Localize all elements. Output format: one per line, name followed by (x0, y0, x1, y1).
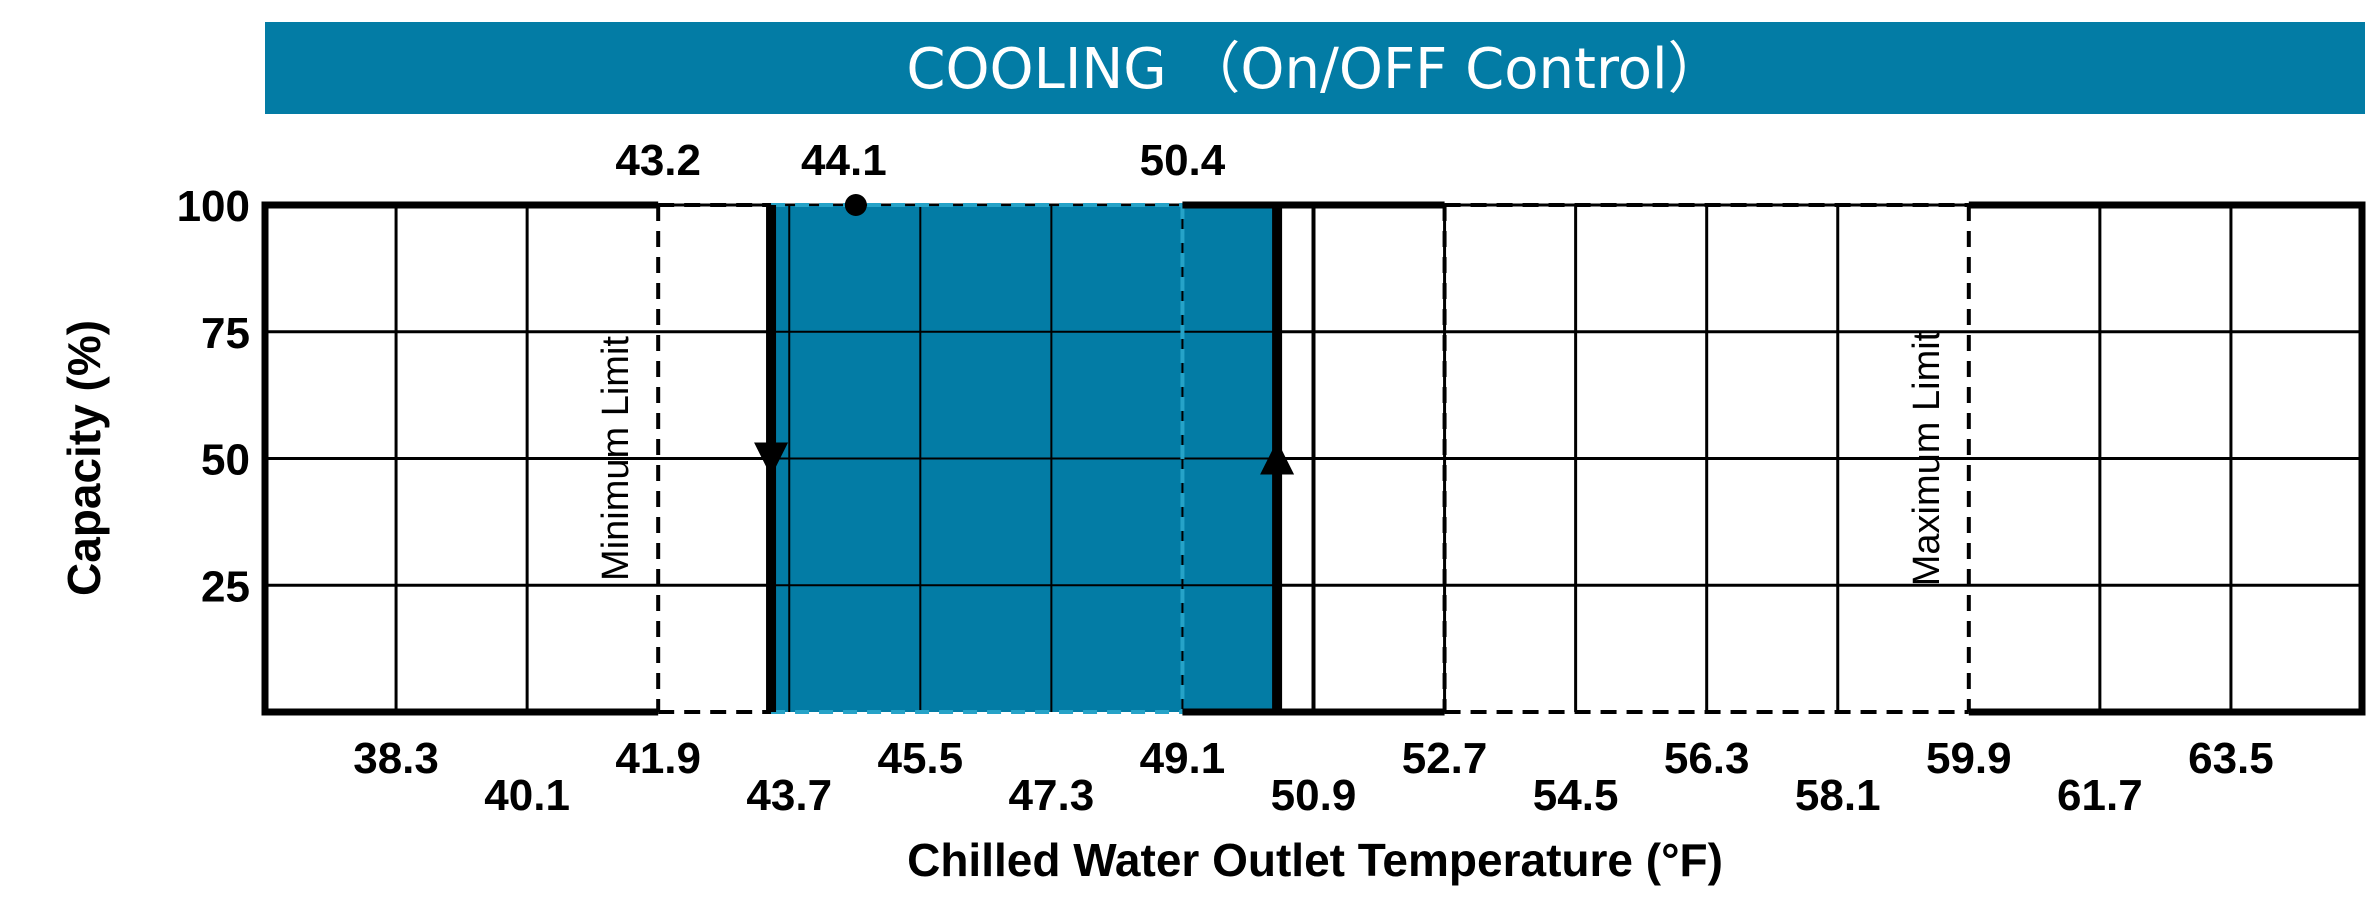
annotation-label: 50.4 (1140, 136, 1226, 185)
x-tick-label: 52.7 (1402, 734, 1488, 783)
band-layer (771, 203, 1278, 714)
tick-labels: 25 50 75 100 38.3 40.1 41.9 43.7 45.5 47.3 49.1 50.… (177, 182, 2274, 820)
x-tick-label: 63.5 (2188, 734, 2274, 783)
limit-label: Maximum Limit (1906, 330, 1948, 586)
off-arrow-down (754, 442, 789, 477)
x-tick-label: 47.3 (1009, 771, 1095, 820)
annotations: 43.2 44.1 50.4 Minimum Limit Maximum Limit (595, 136, 1948, 586)
annotation-label: 43.2 (615, 136, 701, 185)
x-tick-label: 54.5 (1533, 771, 1619, 820)
setpoint-dot (844, 194, 867, 216)
x-tick-label: 59.9 (1926, 734, 2012, 783)
frame-left (261, 201, 659, 716)
x-tick-label: 58.1 (1795, 771, 1881, 820)
y-tick-label: 75 (201, 309, 250, 358)
frame (261, 201, 2366, 716)
x-tick-label: 40.1 (484, 771, 570, 820)
y-tick-label: 50 (201, 436, 250, 485)
chart-title: COOLING （On/OFF Control） (906, 37, 1723, 102)
x-tick-label: 41.9 (615, 734, 701, 783)
y-tick-label: 25 (201, 562, 250, 611)
x-tick-label: 38.3 (353, 734, 439, 783)
y-axis-label: Capacity (%) (58, 320, 110, 596)
limit-label: Minimum Limit (595, 336, 637, 581)
y-tick-label: 100 (177, 182, 250, 231)
x-tick-label: 45.5 (877, 734, 963, 783)
annotation-label: 44.1 (801, 136, 887, 185)
frame-right (1968, 201, 2366, 716)
x-tick-label: 56.3 (1664, 734, 1750, 783)
x-axis-label: Chilled Water Outlet Temperature (°F) (907, 834, 1723, 886)
x-tick-label: 50.9 (1271, 771, 1357, 820)
x-tick-label: 43.7 (746, 771, 832, 820)
x-tick-label: 61.7 (2057, 771, 2143, 820)
title-banner (265, 22, 2365, 114)
on-arrow-up (1260, 440, 1295, 475)
x-tick-label: 49.1 (1140, 734, 1226, 783)
